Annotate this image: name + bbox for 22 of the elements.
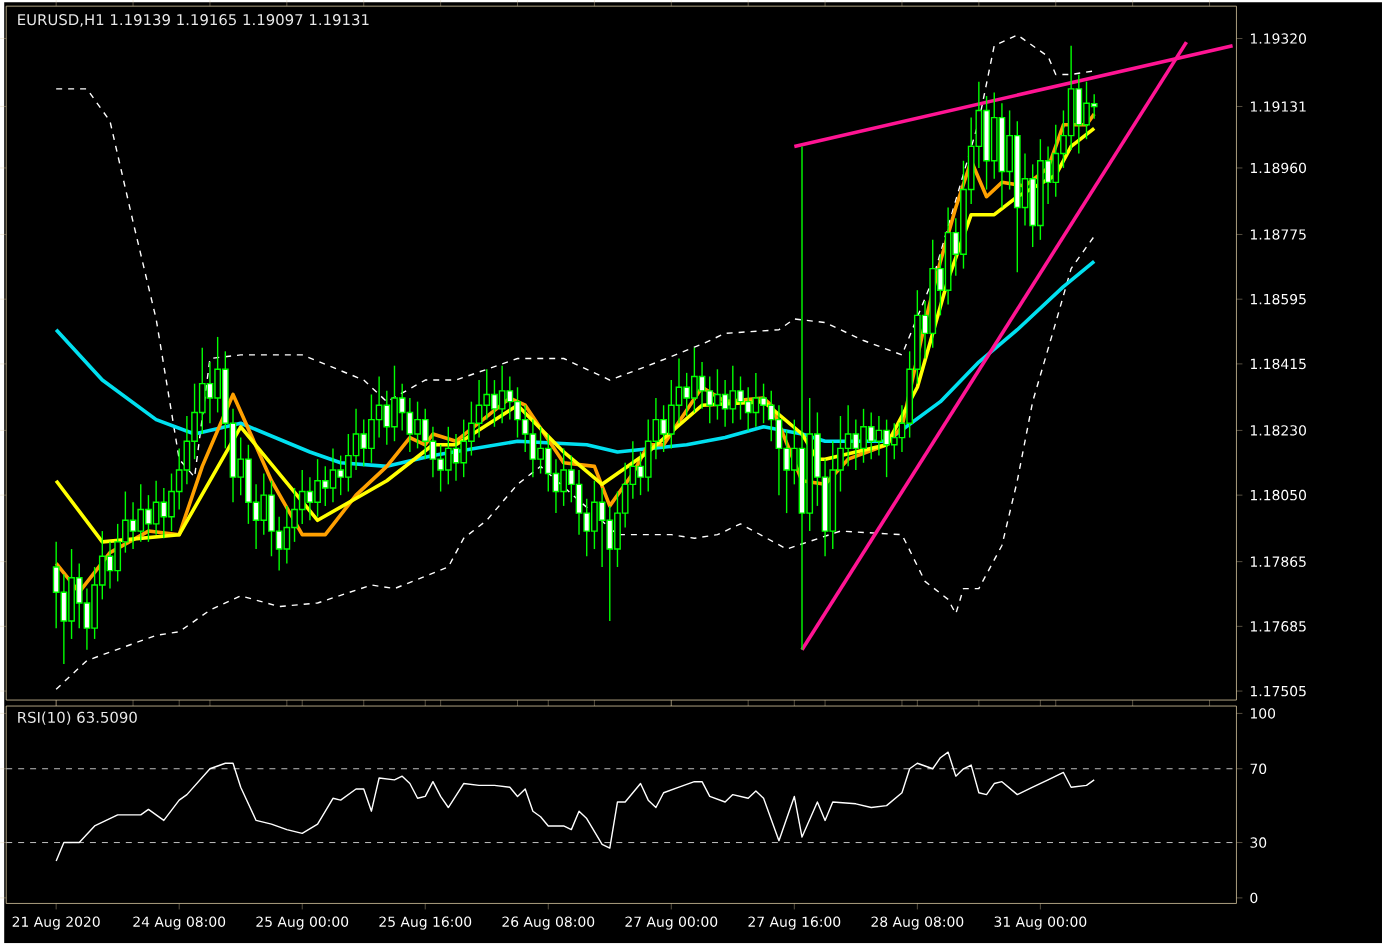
candlestick: [160, 487, 168, 540]
candlestick: [52, 541, 60, 630]
candlestick: [329, 448, 337, 504]
candlestick: [698, 361, 706, 410]
candlestick: [721, 379, 729, 428]
candlestick: [398, 383, 406, 432]
candlestick: [60, 573, 68, 666]
candlestick: [283, 505, 291, 565]
candlestick: [198, 347, 206, 436]
candlestick: [406, 397, 414, 454]
candlestick: [498, 365, 506, 425]
candlestick: [183, 415, 191, 486]
candlestick: [1067, 45, 1075, 152]
candlestick: [844, 404, 852, 468]
candlestick: [429, 426, 437, 479]
line-series: [55, 751, 1095, 863]
line-series: [54, 259, 1096, 469]
candlestick: [152, 480, 160, 536]
candlestick: [744, 386, 752, 432]
candlestick: [729, 365, 737, 425]
line-series: [55, 34, 1095, 479]
candlestick: [752, 372, 760, 428]
